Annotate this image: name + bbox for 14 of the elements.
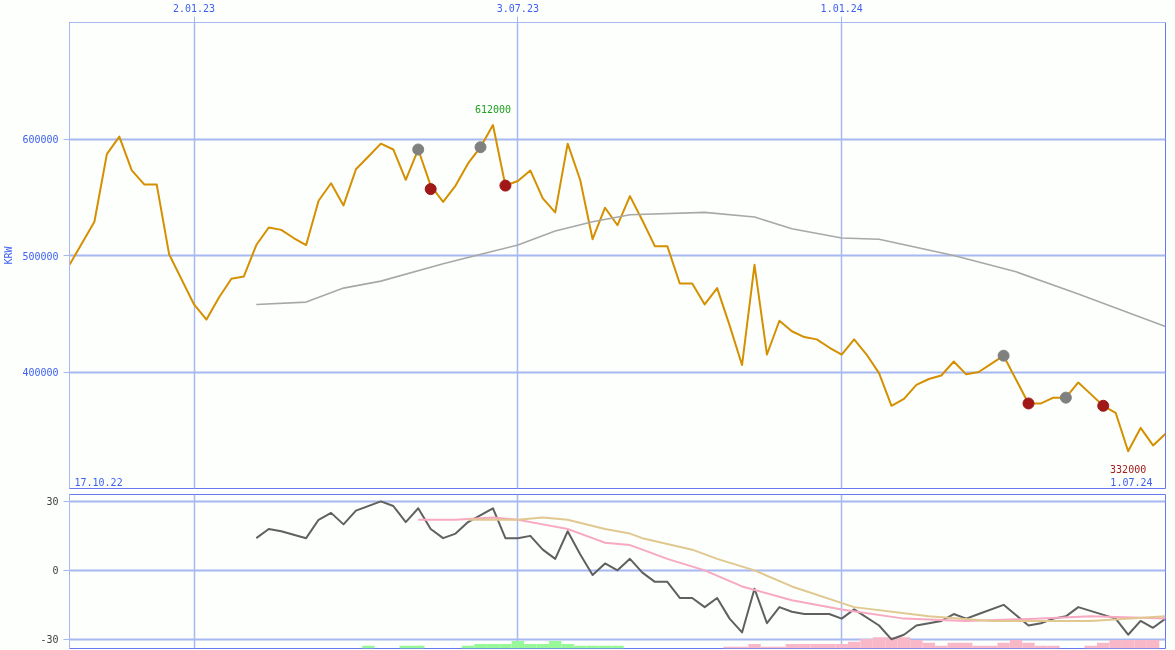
annotation: 332000: [1110, 464, 1147, 476]
y-tick-label: 500000: [22, 250, 59, 262]
y-axis-title: KRW: [3, 245, 15, 265]
annotation: 1.07.24: [1110, 476, 1153, 488]
x-tick-label: 1.01.24: [820, 2, 863, 14]
annotation: 17.10.22: [74, 476, 123, 488]
y-tick-label: -30: [40, 634, 59, 646]
y-tick-label: 600000: [22, 134, 59, 145]
y-tick-label: 0: [52, 565, 59, 577]
x-tick-label: 2.01.23: [172, 2, 216, 14]
annotation: 612000: [474, 104, 512, 116]
x-tick-label: 3.07.23: [496, 2, 539, 14]
y-tick-label: 400000: [22, 367, 59, 378]
y-tick-label: 30: [46, 496, 59, 508]
